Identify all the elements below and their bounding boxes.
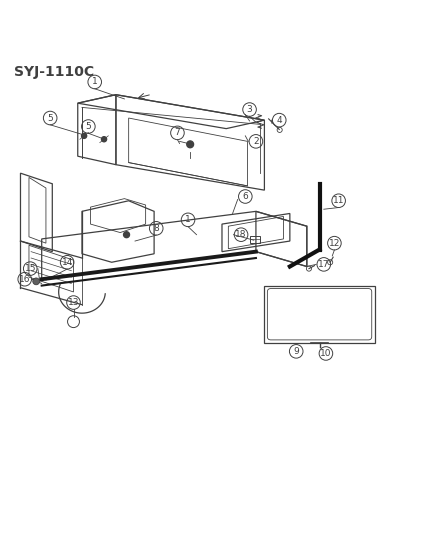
Text: 11: 11 <box>332 196 344 205</box>
Text: 7: 7 <box>174 128 180 138</box>
Text: 8: 8 <box>153 224 159 233</box>
Text: 1: 1 <box>92 77 98 86</box>
Circle shape <box>186 141 193 148</box>
Text: 16: 16 <box>19 274 30 284</box>
Text: 4: 4 <box>276 116 282 125</box>
Text: 5: 5 <box>85 122 91 131</box>
Text: 2: 2 <box>253 137 258 146</box>
Text: 1: 1 <box>185 215 190 224</box>
Text: 13: 13 <box>68 298 79 307</box>
Text: 18: 18 <box>235 230 246 239</box>
Circle shape <box>33 278 40 285</box>
Text: 14: 14 <box>61 258 73 266</box>
Circle shape <box>101 136 106 142</box>
Text: SYJ-1110C: SYJ-1110C <box>14 65 94 79</box>
Text: 3: 3 <box>246 105 252 114</box>
Text: 10: 10 <box>320 349 331 358</box>
Text: 17: 17 <box>317 260 329 269</box>
Text: 12: 12 <box>328 239 339 248</box>
Circle shape <box>123 232 129 238</box>
Circle shape <box>81 133 86 139</box>
Text: 6: 6 <box>242 192 248 201</box>
Text: 15: 15 <box>24 264 36 273</box>
Text: 5: 5 <box>47 114 53 123</box>
Text: 9: 9 <box>293 347 298 356</box>
